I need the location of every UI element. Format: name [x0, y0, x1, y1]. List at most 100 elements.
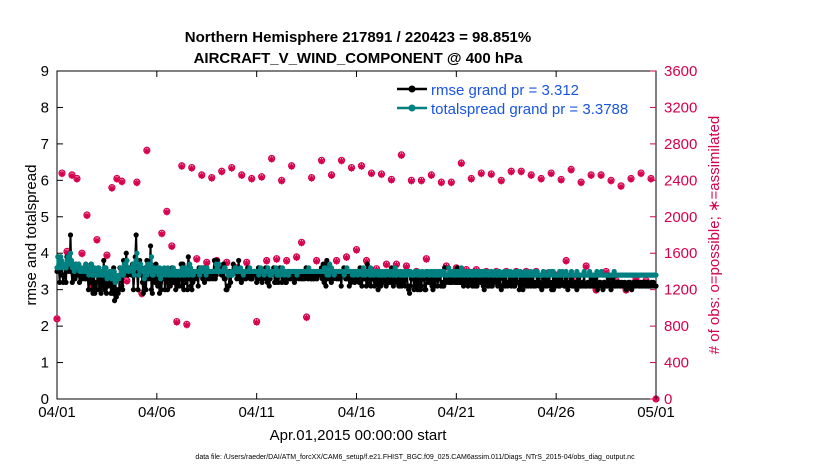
totalspread-point [103, 265, 109, 271]
rmse-point [406, 290, 413, 296]
y2-tick-label: 2000 [664, 209, 697, 226]
obs-assimilated-point [248, 176, 255, 183]
obs-assimilated-point [458, 160, 465, 168]
rmse-point [133, 232, 139, 238]
obs-assimilated-point [343, 254, 350, 261]
rmse-point [184, 287, 191, 293]
rmse-point [165, 287, 171, 293]
obs-assimilated-point [178, 163, 185, 170]
x-tick-label: 04/16 [338, 404, 376, 421]
rmse-point [143, 287, 149, 293]
chart-title: Northern Hemisphere 217891 / 220423 = 98… [185, 29, 531, 46]
rmse-point [67, 232, 74, 238]
totalspread-point [131, 272, 137, 278]
y2-tick-label: 1200 [664, 282, 697, 299]
rmse-point [236, 257, 242, 264]
obs-assimilated-point [183, 322, 190, 329]
rmse-point [183, 279, 189, 285]
totalspread-point [148, 254, 155, 260]
obs-assimilated-point [293, 254, 300, 261]
y-tick-label: 7 [41, 136, 49, 153]
rmse-point [227, 279, 234, 285]
obs-assimilated-point [73, 176, 81, 183]
obs-assimilated-point [557, 177, 565, 184]
rmse-point [266, 283, 272, 289]
obs-assimilated-point [273, 256, 280, 263]
rmse-point [87, 279, 93, 285]
y-tick-label: 2 [41, 318, 49, 335]
totalspread-point [134, 250, 140, 256]
obs-assimilated-point [83, 212, 91, 220]
obs-assimilated-point [378, 171, 385, 179]
rmse-point [283, 279, 289, 285]
obs-assimilated-point [188, 165, 195, 172]
obs-assimilated-point [423, 256, 430, 263]
x-axis-label: Apr.01,2015 00:00:00 start [270, 427, 448, 444]
obs-assimilated-point [333, 258, 340, 265]
obs-assimilated-point [587, 172, 595, 179]
obs-assimilated-point [93, 237, 101, 244]
obs-assimilated-point [278, 178, 285, 185]
obs-assimilated-point [253, 319, 260, 326]
obs-assimilated-point [488, 171, 495, 179]
y-tick-label: 5 [41, 209, 49, 226]
x-tick-label: 04/26 [537, 404, 575, 421]
rmse-point [411, 287, 417, 293]
rmse-point [85, 287, 92, 293]
y2-tick-label: 3600 [664, 63, 697, 80]
y2-tick-label: 1600 [664, 245, 697, 262]
obs-assimilated-point [303, 314, 310, 322]
rmse-point [172, 279, 178, 285]
rmse-point [574, 287, 580, 293]
obs-assimilated-point [173, 319, 180, 326]
obs-assimilated-point [597, 172, 605, 179]
rmse-point [359, 283, 365, 289]
rmse-point [481, 287, 487, 293]
y2-tick-label: 800 [664, 318, 689, 335]
rmse-point [63, 279, 69, 285]
totalspread-point [136, 272, 142, 278]
obs-assimilated-point [383, 261, 390, 269]
rmse-point [600, 287, 606, 293]
totalspread-point [63, 265, 69, 271]
rmse-point [201, 279, 208, 285]
totalspread-point [146, 261, 152, 267]
obs-assimilated-point [438, 179, 445, 187]
obs-assimilated-point [528, 172, 535, 179]
obs-assimilated-point [308, 175, 315, 182]
obs-assimilated-point [158, 230, 166, 238]
rmse-point [158, 287, 164, 293]
obs-assimilated-point [108, 185, 116, 192]
obs-assimilated-point [313, 258, 320, 265]
obs-assimilated-point [647, 176, 655, 183]
rmse-point [222, 276, 228, 282]
rmse-point [135, 287, 141, 293]
totalspread-point [68, 250, 74, 256]
totalspread-point [65, 254, 71, 260]
rmse-point [653, 283, 659, 289]
obs-assimilated-point [607, 178, 615, 185]
obs-assimilated-point [418, 178, 425, 185]
rmse-point [516, 287, 522, 293]
y2-tick-label: 3200 [664, 99, 697, 116]
obs-assimilated-point [163, 209, 171, 216]
totalspread-point [186, 272, 192, 278]
totalspread-point [392, 265, 398, 271]
y2-tick-label: 0 [664, 391, 672, 408]
totalspread-point [133, 257, 139, 264]
x-tick-label: 04/21 [438, 404, 476, 421]
legend-box [395, 80, 581, 118]
rmse-point [423, 287, 429, 293]
obs-assimilated-point [368, 170, 375, 178]
x-tick-label: 04/11 [238, 404, 274, 421]
legend-rmse-label: rmse grand pr = 3.312 [431, 82, 579, 99]
rmse-point [110, 290, 116, 296]
rmse-point [441, 283, 447, 289]
obs-assimilated-point [243, 260, 250, 267]
legend: rmse grand pr = 3.312 totalspread grand … [395, 80, 628, 118]
obs-assimilated-point [388, 177, 395, 184]
obs-assimilated-point [318, 158, 325, 165]
obs-assimilated-point [268, 156, 275, 163]
rmse-point [57, 279, 63, 285]
rmse-point [61, 272, 67, 278]
